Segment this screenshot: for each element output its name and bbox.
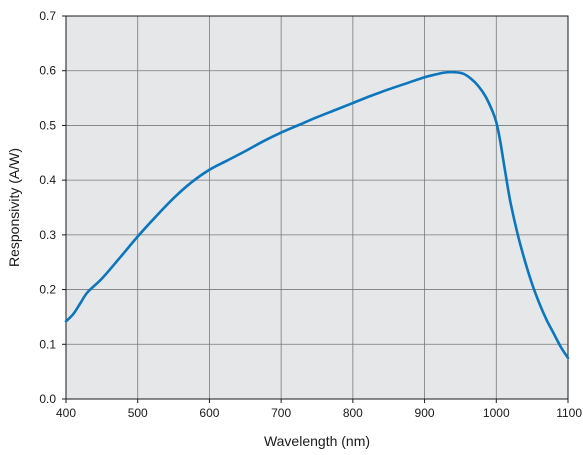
y-tick-label: 0.6 (39, 64, 56, 78)
y-tick-label: 0.1 (39, 337, 56, 351)
x-tick-labels: 400 500 600 700 800 900 1000 1100 (56, 406, 582, 420)
x-tick-label: 500 (128, 406, 148, 420)
y-tick-label: 0.2 (39, 283, 56, 297)
x-axis-title: Wavelength (nm) (264, 433, 370, 449)
grid (65, 15, 569, 400)
x-tick-label: 1000 (483, 406, 510, 420)
plot-background (66, 16, 568, 399)
y-tick-label: 0.7 (39, 9, 56, 23)
y-tick-label: 0.3 (39, 228, 56, 242)
x-tick-label: 700 (271, 406, 291, 420)
x-tick-label: 400 (56, 406, 76, 420)
plot-frame (65, 15, 569, 400)
y-tick-label: 0.5 (39, 118, 56, 132)
y-axis-title: Responsivity (A/W) (6, 148, 22, 267)
x-tick-label: 900 (415, 406, 435, 420)
responsivity-series-line (64, 70, 570, 360)
x-tick-label: 800 (343, 406, 363, 420)
axes (62, 15, 569, 403)
y-tick-label: 0.4 (39, 173, 56, 187)
x-tick-label: 1100 (556, 406, 582, 420)
x-tick-label: 600 (199, 406, 219, 420)
y-tick-label: 0.0 (39, 392, 56, 406)
y-tick-labels: 0.0 0.1 0.2 0.3 0.4 0.5 0.6 0.7 (39, 9, 56, 406)
